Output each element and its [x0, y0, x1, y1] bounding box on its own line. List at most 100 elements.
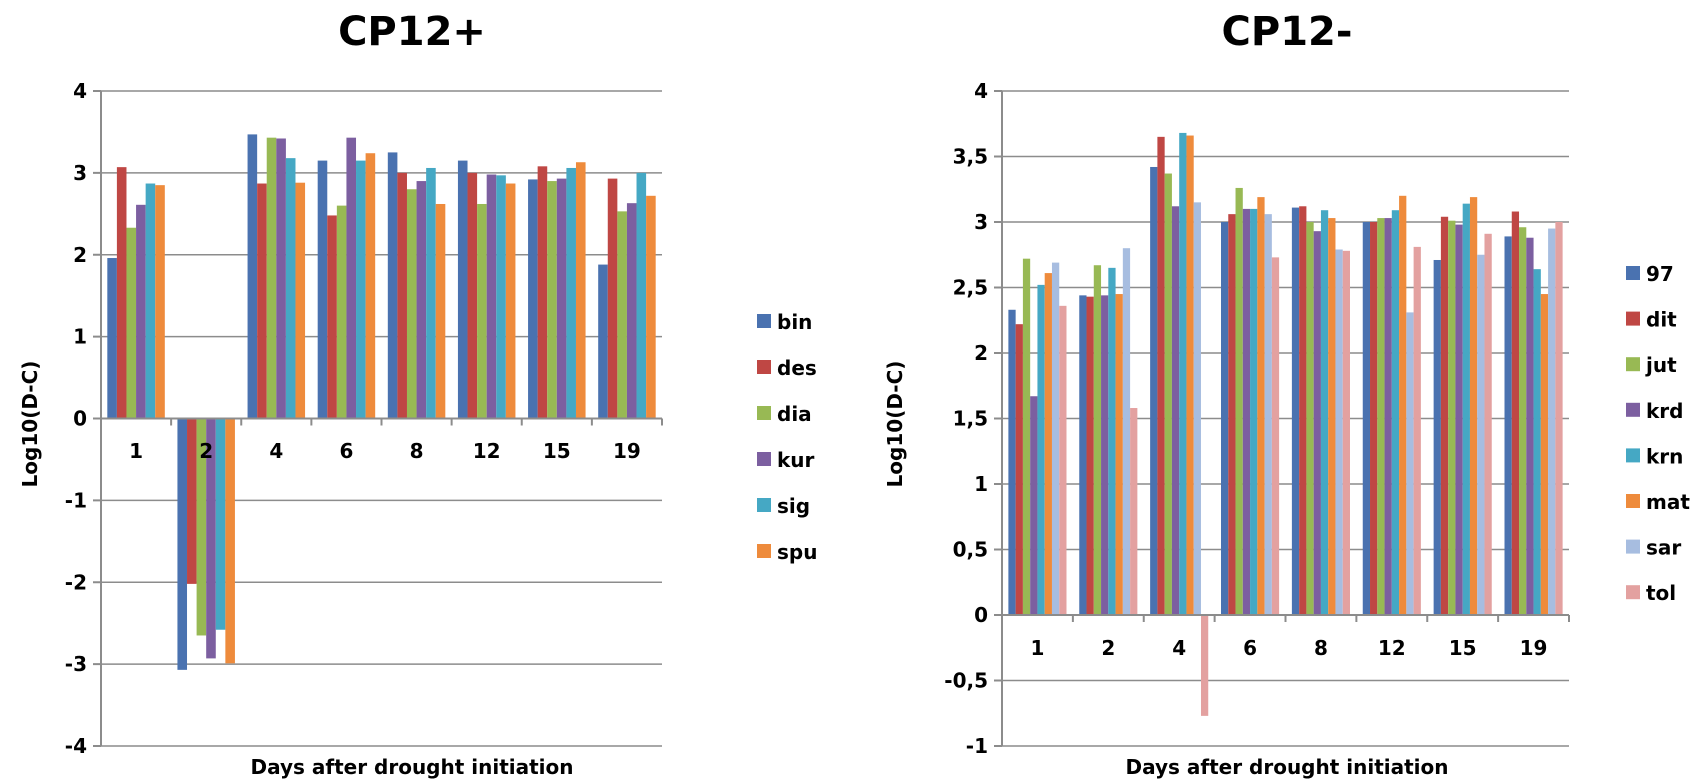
y-tick-label: -1 — [966, 734, 988, 758]
bar-spu-4 — [295, 182, 306, 419]
bar-dia-2 — [196, 418, 207, 636]
bar-kur-1 — [136, 204, 146, 419]
y-tick-label: 2,5 — [953, 276, 988, 300]
bar-bin-4 — [247, 134, 258, 419]
bar-sig-6 — [356, 160, 366, 419]
bar-bin-19 — [598, 264, 608, 419]
bar-jut-6 — [1235, 187, 1243, 615]
bar-krd-15 — [1455, 224, 1463, 615]
bar-krn-12 — [1391, 210, 1400, 615]
legend-label-dit: dit — [1646, 308, 1677, 332]
y-tick-label: 3 — [73, 161, 87, 185]
bar-dit-1 — [1015, 324, 1023, 615]
bar-jut-8 — [1306, 222, 1314, 615]
bar-des-8 — [397, 172, 407, 419]
x-tick-label: 2 — [1101, 636, 1115, 660]
bar-mat-2 — [1115, 294, 1123, 615]
bar-krd-8 — [1313, 231, 1321, 616]
legend-label-kur: kur — [777, 448, 815, 472]
x-tick-label: 19 — [613, 439, 641, 463]
legend-swatch-dia — [757, 406, 771, 420]
bar-dia-4 — [266, 137, 277, 419]
bar-des-19 — [607, 178, 618, 419]
bar-tol-2 — [1130, 408, 1138, 615]
bar-bin-12 — [457, 160, 468, 419]
bar-des-6 — [327, 215, 337, 419]
bar-97-6 — [1221, 222, 1229, 615]
bar-dia-6 — [336, 205, 347, 419]
bar-dit-15 — [1440, 216, 1449, 615]
bar-mat-6 — [1257, 197, 1265, 616]
bar-krn-2 — [1108, 267, 1116, 615]
bar-kur-12 — [486, 174, 497, 419]
bar-97-12 — [1362, 222, 1371, 615]
bar-spu-6 — [365, 153, 376, 419]
y-tick-label: 3,5 — [953, 145, 988, 169]
bar-97-19 — [1504, 236, 1512, 615]
x-axis-label: Days after drought initiation — [1125, 755, 1448, 779]
bar-krd-2 — [1101, 295, 1109, 615]
bar-tol-15 — [1484, 233, 1492, 616]
bar-dit-19 — [1511, 211, 1520, 615]
bar-tol-19 — [1555, 222, 1563, 615]
bar-krd-12 — [1384, 218, 1392, 615]
legend-swatch-sig — [757, 498, 771, 512]
x-tick-label: 12 — [473, 439, 501, 463]
bar-sig-1 — [145, 183, 156, 419]
bar-des-12 — [467, 172, 478, 419]
bar-tol-4 — [1200, 615, 1209, 716]
x-tick-label: 8 — [410, 439, 424, 463]
chart-title: CP12- — [1222, 9, 1353, 55]
bar-spu-8 — [435, 203, 446, 419]
bar-kur-19 — [626, 203, 637, 419]
y-axis-label: Log10(D-C) — [883, 361, 907, 488]
bar-des-4 — [257, 183, 267, 419]
bar-jut-15 — [1448, 220, 1456, 615]
y-tick-label: 0,5 — [953, 538, 988, 562]
y-tick-label: -1 — [65, 488, 87, 512]
x-tick-label: 19 — [1520, 636, 1548, 660]
bar-mat-15 — [1469, 197, 1478, 616]
legend-swatch-kur — [757, 452, 771, 466]
legend-label-dia: dia — [777, 402, 812, 426]
legend-swatch-krd — [1626, 402, 1640, 417]
bar-dit-4 — [1157, 136, 1165, 615]
legend-label-des: des — [777, 356, 817, 380]
bar-sig-8 — [426, 167, 436, 419]
bar-97-4 — [1150, 166, 1158, 616]
legend-swatch-97 — [1626, 266, 1640, 280]
bar-mat-1 — [1044, 273, 1052, 615]
x-tick-label: 4 — [269, 439, 283, 463]
bar-kur-6 — [346, 137, 357, 419]
bar-sar-15 — [1477, 254, 1485, 615]
bar-dit-12 — [1370, 222, 1378, 615]
bar-mat-12 — [1399, 195, 1407, 616]
bar-spu-19 — [646, 195, 656, 419]
bar-dit-2 — [1086, 296, 1094, 615]
bar-tol-12 — [1413, 246, 1421, 615]
bar-sig-19 — [636, 172, 647, 419]
x-tick-label: 2 — [199, 439, 213, 463]
bar-sig-12 — [496, 175, 506, 419]
bar-krd-4 — [1171, 206, 1180, 615]
bar-sar-12 — [1406, 312, 1414, 615]
y-tick-label: 4 — [974, 79, 988, 103]
bar-97-1 — [1008, 309, 1016, 615]
legend-swatch-mat — [1626, 494, 1640, 508]
bar-mat-4 — [1186, 135, 1194, 616]
bar-des-2 — [187, 418, 197, 584]
bar-sar-6 — [1264, 214, 1272, 615]
x-tick-label: 8 — [1314, 636, 1328, 660]
bar-dia-15 — [547, 181, 557, 419]
bar-dia-12 — [477, 203, 487, 419]
bar-sig-15 — [566, 167, 576, 419]
bar-mat-19 — [1540, 294, 1549, 615]
legend-swatch-sar — [1626, 539, 1640, 554]
legend-label-krn: krn — [1646, 444, 1683, 468]
bar-spu-15 — [575, 162, 586, 419]
y-tick-label: -3 — [65, 652, 87, 676]
x-tick-label: 1 — [1030, 636, 1044, 660]
x-tick-label: 1 — [129, 439, 143, 463]
y-tick-label: -0,5 — [944, 669, 988, 693]
y-tick-label: -4 — [65, 734, 87, 758]
